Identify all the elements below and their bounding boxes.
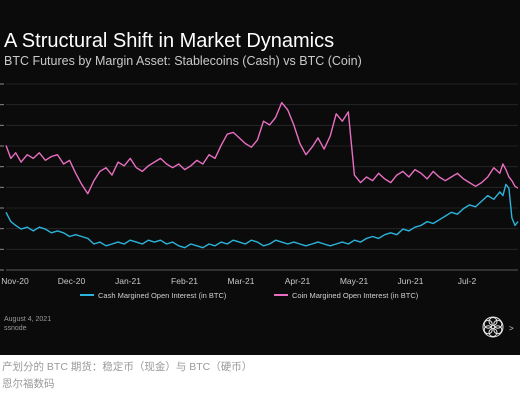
caption-line-2: 恩尔福数码 <box>2 378 55 390</box>
logo-text: > <box>509 324 514 333</box>
chart-svg: Nov-20 Dec-20 Jan-21 Feb-21 Mar-21 Apr-21 May-… <box>0 83 519 300</box>
source-label: ssnode <box>4 325 27 332</box>
x-tick-label: May-21 <box>340 276 369 286</box>
x-tick-label: Apr-21 <box>285 276 311 286</box>
chart-card: A Structural Shift in Market Dynamics BT… <box>0 0 520 355</box>
y-tick-marks <box>0 83 4 271</box>
chart-title: A Structural Shift in Market Dynamics <box>4 30 335 52</box>
publish-date: August 4, 2021 <box>4 316 52 323</box>
caption-line-1: 产划分的 BTC 期货：稳定币（现金）与 BTC（硬币） <box>2 361 253 373</box>
x-tick-label: Mar-21 <box>228 276 255 286</box>
x-tick-labels: Nov-20 Dec-20 Jan-21 Feb-21 Mar-21 Apr-21 May-… <box>1 276 476 286</box>
x-tick-label: Jan-21 <box>115 276 141 286</box>
coin-margined-line <box>5 101 519 195</box>
cash-margined-line <box>5 183 519 249</box>
x-tick-label: Nov-20 <box>1 276 29 286</box>
chart-subtitle: BTC Futures by Margin Asset: Stablecoins… <box>4 54 362 68</box>
legend: Cash Margined Open Interest (in BTC) Coin… <box>80 291 419 300</box>
legend-label: Cash Margined Open Interest (in BTC) <box>98 291 227 300</box>
x-tick-label: Feb-21 <box>171 276 198 286</box>
glassnode-logo-icon <box>482 316 504 338</box>
x-tick-label: Jul-2 <box>458 276 477 286</box>
gridlines <box>6 83 518 271</box>
x-tick-label: Dec-20 <box>58 276 86 286</box>
x-tick-label: Jun-21 <box>398 276 424 286</box>
series-lines <box>5 101 519 249</box>
legend-label: Coin Margined Open Interest (in BTC) <box>292 291 419 300</box>
